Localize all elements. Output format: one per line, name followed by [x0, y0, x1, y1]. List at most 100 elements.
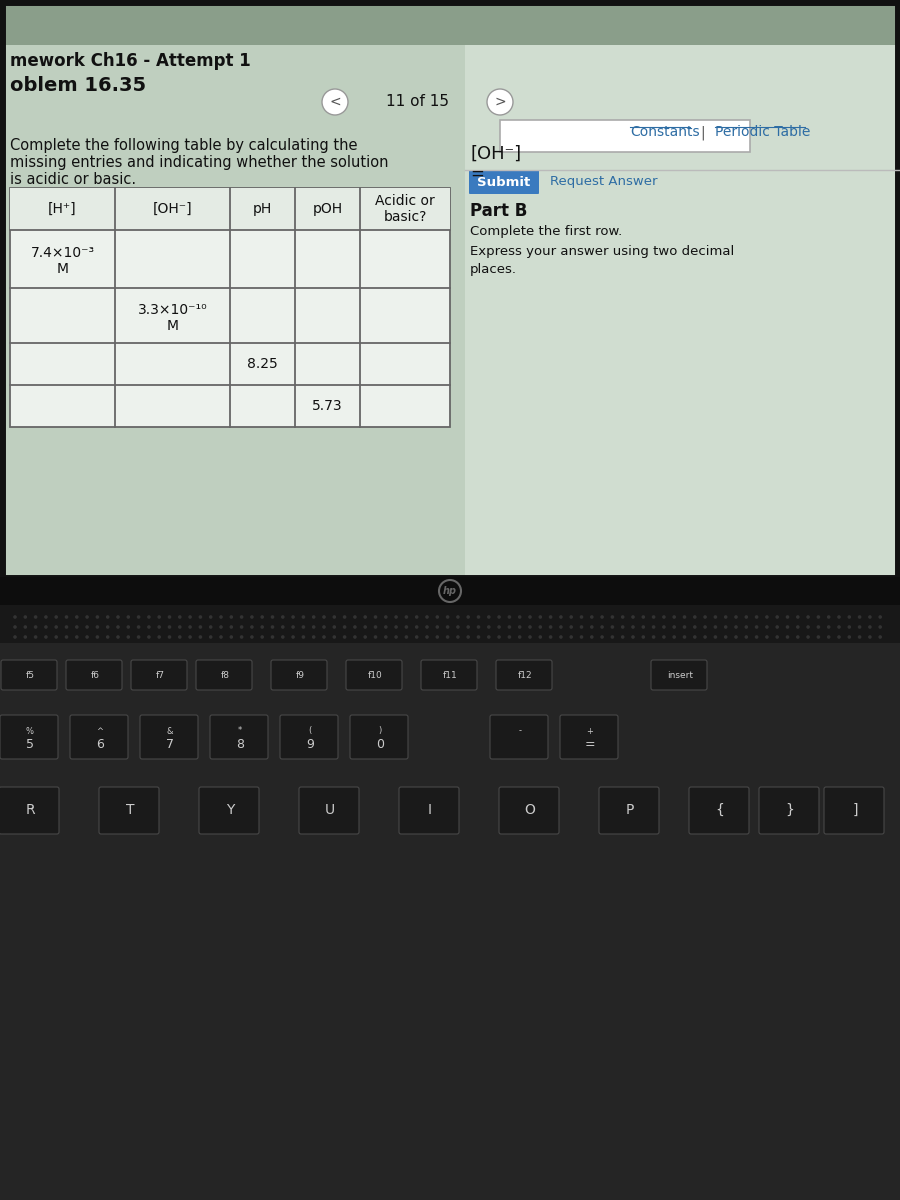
Text: [OH⁻]: [OH⁻] — [153, 202, 193, 216]
Circle shape — [559, 625, 562, 629]
Text: 0: 0 — [376, 738, 384, 751]
Text: 8: 8 — [236, 738, 244, 751]
Text: f12: f12 — [518, 671, 532, 679]
Circle shape — [642, 616, 645, 619]
Circle shape — [672, 616, 676, 619]
Circle shape — [343, 616, 346, 619]
Text: Acidic or
basic?: Acidic or basic? — [375, 194, 435, 224]
Circle shape — [538, 625, 542, 629]
Circle shape — [631, 625, 634, 629]
Circle shape — [65, 616, 68, 619]
Text: Complete the following table by calculating the: Complete the following table by calculat… — [10, 138, 357, 152]
Circle shape — [405, 635, 409, 638]
Text: +: + — [587, 726, 593, 736]
Circle shape — [456, 635, 460, 638]
FancyBboxPatch shape — [469, 170, 539, 194]
Text: =: = — [585, 738, 595, 751]
Circle shape — [837, 625, 841, 629]
Circle shape — [384, 635, 388, 638]
Circle shape — [528, 616, 532, 619]
Circle shape — [178, 616, 182, 619]
Text: hp: hp — [443, 586, 457, 596]
Circle shape — [714, 625, 717, 629]
Circle shape — [178, 635, 182, 638]
Circle shape — [744, 616, 748, 619]
Circle shape — [281, 625, 284, 629]
Circle shape — [34, 635, 38, 638]
Circle shape — [549, 635, 553, 638]
Circle shape — [806, 635, 810, 638]
Circle shape — [518, 625, 521, 629]
FancyBboxPatch shape — [560, 715, 618, 758]
Circle shape — [137, 635, 140, 638]
Bar — [10, 188, 450, 230]
Text: U: U — [325, 803, 335, 817]
Bar — [0, 577, 900, 605]
Circle shape — [75, 635, 78, 638]
Circle shape — [703, 635, 706, 638]
Text: 7.4×10⁻³: 7.4×10⁻³ — [31, 246, 94, 260]
Text: {: { — [716, 803, 724, 817]
FancyBboxPatch shape — [0, 787, 59, 834]
Circle shape — [858, 625, 861, 629]
FancyBboxPatch shape — [824, 787, 884, 834]
Circle shape — [425, 616, 428, 619]
Circle shape — [415, 625, 419, 629]
FancyBboxPatch shape — [346, 660, 402, 690]
Circle shape — [631, 616, 634, 619]
Bar — [2, 2, 898, 578]
Circle shape — [518, 616, 521, 619]
Circle shape — [260, 635, 264, 638]
Text: P: P — [626, 803, 634, 817]
Circle shape — [75, 616, 78, 619]
Circle shape — [498, 635, 501, 638]
Text: *: * — [238, 726, 242, 736]
Text: M: M — [166, 318, 178, 332]
Circle shape — [683, 616, 687, 619]
Circle shape — [744, 635, 748, 638]
Circle shape — [446, 625, 449, 629]
Circle shape — [549, 616, 553, 619]
Circle shape — [600, 616, 604, 619]
Circle shape — [600, 625, 604, 629]
Text: T: T — [126, 803, 134, 817]
FancyBboxPatch shape — [99, 787, 159, 834]
FancyBboxPatch shape — [496, 660, 552, 690]
FancyBboxPatch shape — [0, 715, 58, 758]
Circle shape — [271, 625, 274, 629]
Circle shape — [322, 625, 326, 629]
Circle shape — [837, 635, 841, 638]
Circle shape — [456, 616, 460, 619]
FancyBboxPatch shape — [140, 715, 198, 758]
Text: Constants: Constants — [630, 125, 699, 139]
Circle shape — [65, 625, 68, 629]
Circle shape — [610, 625, 614, 629]
Circle shape — [147, 635, 150, 638]
Circle shape — [662, 635, 666, 638]
Circle shape — [436, 625, 439, 629]
Circle shape — [230, 616, 233, 619]
FancyBboxPatch shape — [271, 660, 327, 690]
Text: Express your answer using two decimal: Express your answer using two decimal — [470, 245, 734, 258]
Text: -: - — [518, 726, 521, 736]
Bar — [500, 120, 750, 152]
Circle shape — [260, 625, 264, 629]
Circle shape — [806, 616, 810, 619]
Circle shape — [239, 625, 243, 629]
Circle shape — [353, 616, 356, 619]
Circle shape — [776, 616, 779, 619]
Circle shape — [405, 625, 409, 629]
Circle shape — [703, 616, 706, 619]
Circle shape — [230, 635, 233, 638]
Circle shape — [662, 616, 666, 619]
Circle shape — [127, 635, 130, 638]
Circle shape — [528, 625, 532, 629]
Bar — [0, 605, 900, 643]
Circle shape — [374, 625, 377, 629]
Circle shape — [54, 625, 58, 629]
Circle shape — [848, 625, 851, 629]
Text: Periodic Table: Periodic Table — [715, 125, 810, 139]
FancyBboxPatch shape — [499, 787, 559, 834]
Circle shape — [353, 635, 356, 638]
Circle shape — [662, 625, 666, 629]
